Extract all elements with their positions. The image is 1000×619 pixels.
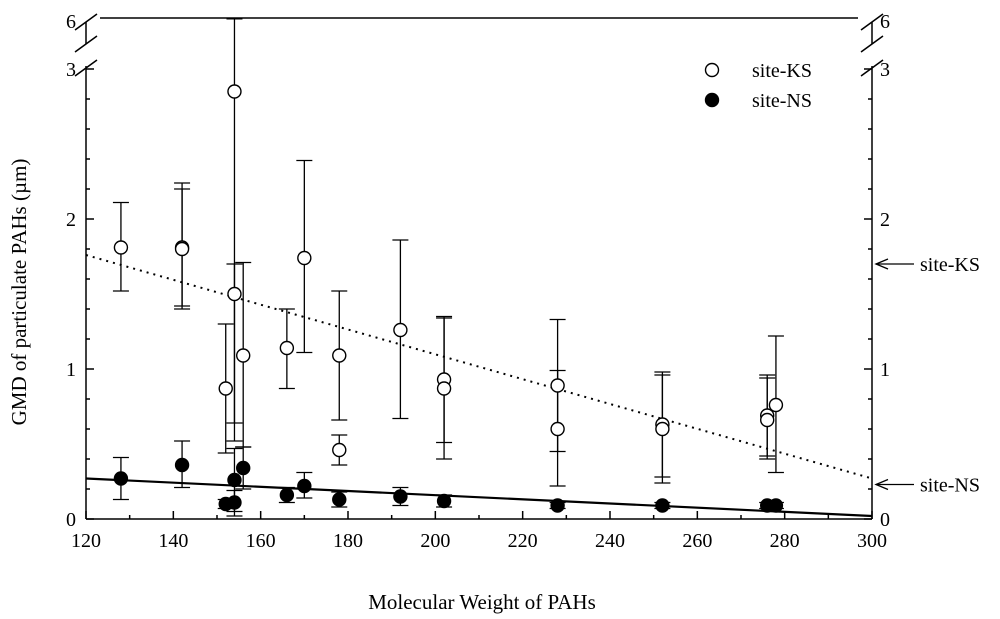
axis-break-mark [860, 35, 884, 53]
site-NS-point [436, 493, 452, 509]
x-tick-label: 200 [420, 530, 450, 552]
site-KS-point [550, 421, 565, 437]
site-NS-point [297, 478, 312, 494]
site-NS-point [227, 495, 242, 510]
axis-break-mark [74, 13, 98, 31]
site-NS-annotation-label: site-NS [920, 475, 980, 497]
x-tick-label: 280 [770, 530, 800, 552]
site-KS-point [297, 250, 312, 266]
axis-break-mark [74, 59, 98, 77]
site-KS-point [393, 322, 408, 338]
site-NS-point [227, 472, 242, 488]
x-tick-label: 120 [71, 530, 101, 552]
site-KS-annotation-arrowhead [874, 258, 889, 270]
site-NS-point [768, 498, 784, 513]
x-axis-label: Molecular Weight of PAHs [368, 590, 596, 614]
y-left-tick-label: 1 [66, 359, 76, 381]
site-KS-point [218, 381, 233, 396]
site-KS-point [550, 378, 565, 393]
y-right-tick-label: 0 [880, 509, 890, 531]
x-tick-label: 180 [333, 530, 363, 552]
site-NS-point [279, 487, 295, 503]
site-NS-trend-line [85, 477, 873, 518]
y-left-tick-label: 0 [66, 509, 76, 531]
site-KS-point [655, 421, 670, 437]
site-NS-point [113, 471, 129, 486]
y-axis-label: GMD of particulate PAHs (µm) [7, 159, 31, 426]
site-KS-point [174, 241, 190, 257]
trend-lines-layer: site-KS site-NS [85, 254, 980, 518]
site-KS-annotation-label: site-KS [920, 254, 980, 276]
site-KS-point [332, 442, 347, 458]
site-KS-point [227, 286, 242, 302]
legend-marker-site-NS [704, 92, 720, 108]
x-tick-label: 300 [857, 530, 887, 552]
markers-layer [113, 84, 784, 513]
y-right-tick-label: 3 [880, 59, 890, 81]
axis-break-mark [860, 13, 884, 31]
site-KS-point [227, 84, 242, 99]
axis-break-mark [860, 59, 884, 77]
site-KS-point [436, 381, 452, 396]
legend-label-site-KS: site-KS [752, 60, 812, 82]
site-KS-point [235, 348, 251, 363]
y-right-tick-label: 1 [880, 359, 890, 381]
legend-marker-site-KS [704, 62, 720, 78]
x-tick-label: 260 [682, 530, 712, 552]
error-bars-layer [112, 18, 784, 517]
y-left-break-label: 6 [66, 11, 76, 33]
axis-break-mark [74, 35, 98, 53]
site-KS-point [768, 397, 784, 413]
site-NS-point [235, 460, 251, 476]
labels-layer: Molecular Weight of PAHs GMD of particul… [7, 159, 596, 614]
site-KS-point [113, 240, 129, 255]
y-left-tick-label: 3 [66, 59, 76, 81]
x-tick-label: 160 [246, 530, 276, 552]
site-NS-point [174, 457, 190, 473]
site-KS-point [332, 348, 347, 363]
site-KS-point [760, 412, 775, 428]
site-KS-trend-line [85, 254, 873, 480]
y-right-break-label: 6 [880, 11, 890, 33]
legend-label-site-NS: site-NS [752, 90, 812, 112]
x-tick-label: 240 [595, 530, 625, 552]
x-tick-label: 140 [158, 530, 188, 552]
x-tick-label: 220 [508, 530, 538, 552]
y-left-tick-label: 2 [66, 209, 76, 231]
site-NS-point [393, 489, 408, 504]
legend: site-KS site-NS [704, 60, 812, 112]
site-NS-point [655, 498, 670, 513]
site-NS-point [332, 492, 347, 507]
site-NS-annotation-arrowhead [874, 478, 889, 491]
y-right-tick-label: 2 [880, 209, 890, 231]
site-NS-point [550, 498, 565, 513]
site-KS-point [279, 340, 295, 356]
